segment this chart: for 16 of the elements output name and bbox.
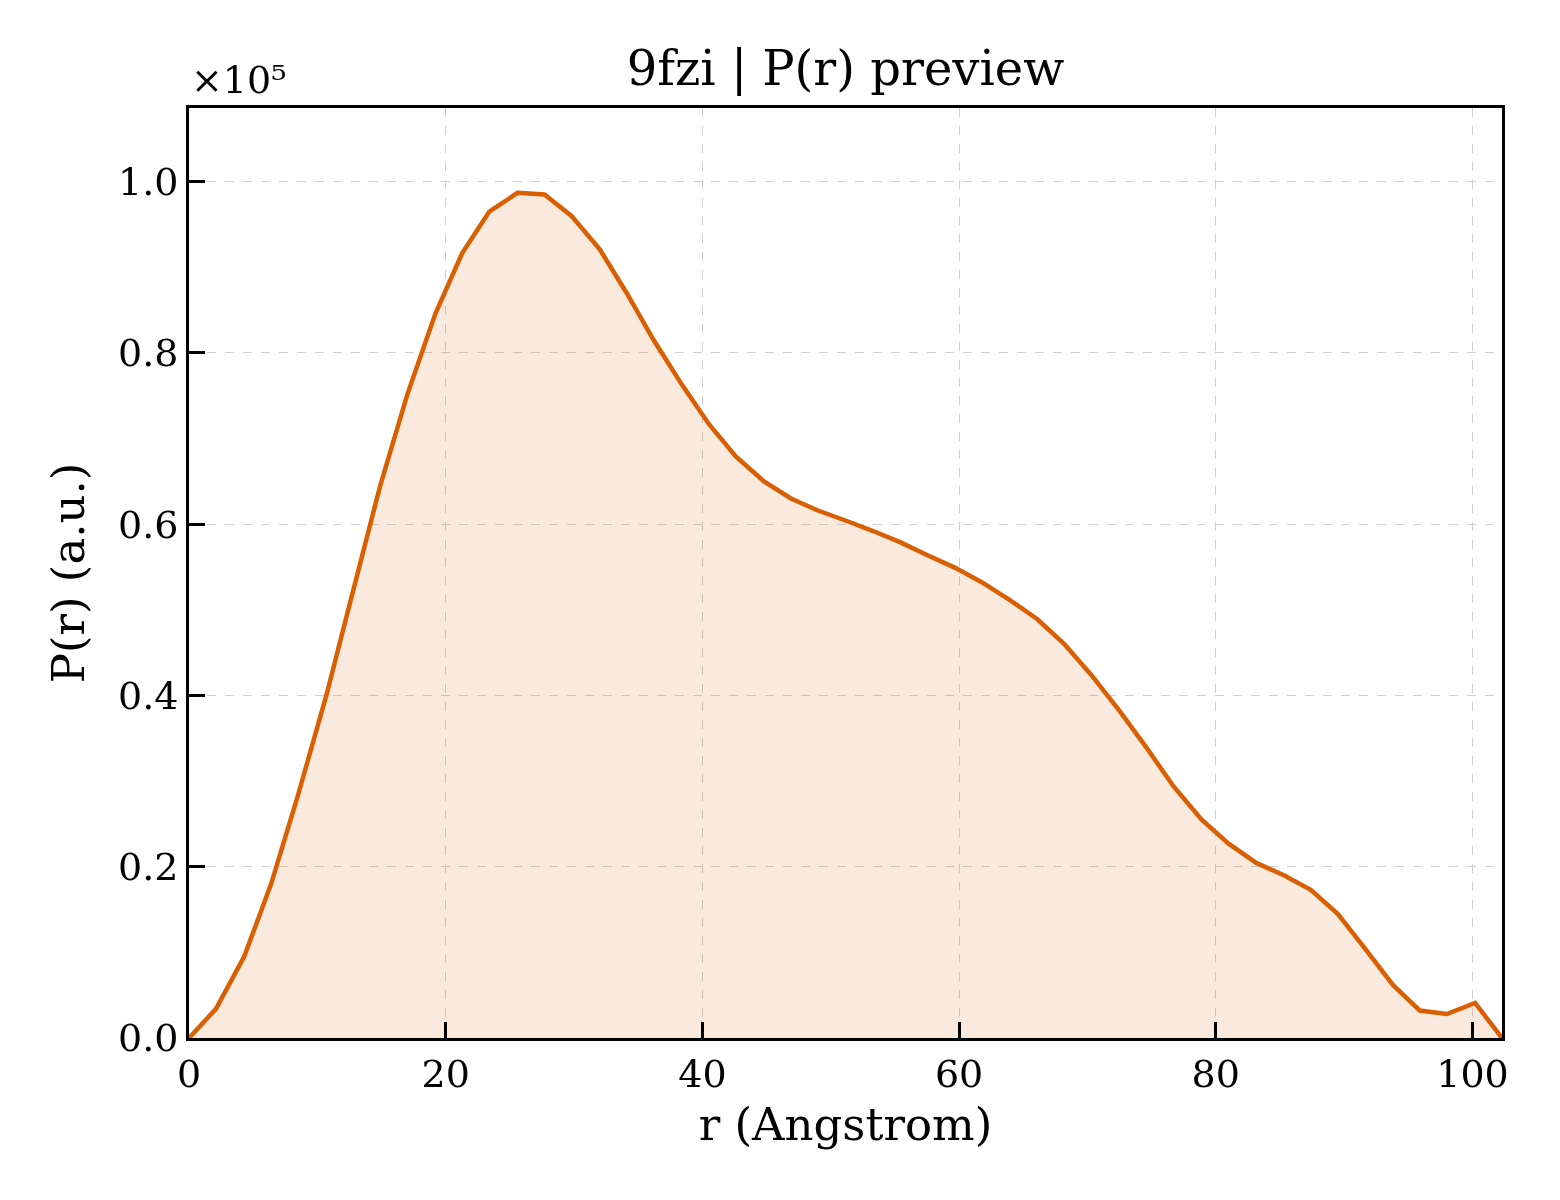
x-axis-title: r (Angstrom) [698, 1097, 993, 1151]
x-tick-label: 0 [176, 1051, 202, 1096]
chart-title: 9fzi | P(r) preview [626, 39, 1065, 96]
y-tick-label: 0.0 [117, 1016, 179, 1061]
y-tick-label: 0.8 [117, 331, 179, 376]
x-tick-label: 60 [934, 1051, 984, 1096]
text: ×10⁵ [191, 58, 287, 102]
x-tick-label: 100 [1436, 1051, 1509, 1096]
x-tick-label: 40 [678, 1051, 727, 1096]
y-tick-label: 0.2 [117, 845, 179, 890]
y-axis-title: P(r) (a.u.) [41, 462, 95, 684]
x-tick-label: 80 [1191, 1051, 1240, 1096]
y-tick-label: 0.6 [117, 502, 179, 547]
x-tick-label: 20 [421, 1051, 470, 1096]
y-tick-label: 0.4 [117, 673, 179, 718]
y-tick-label: 1.0 [117, 159, 179, 204]
